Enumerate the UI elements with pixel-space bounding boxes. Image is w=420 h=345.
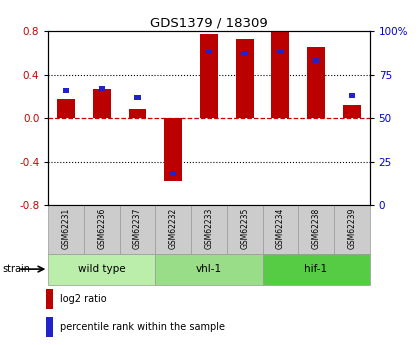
Text: hif-1: hif-1 [304, 264, 328, 274]
Bar [277, 49, 284, 55]
Title: GDS1379 / 18309: GDS1379 / 18309 [150, 17, 268, 30]
Bar [84, 205, 120, 254]
Text: percentile rank within the sample: percentile rank within the sample [60, 322, 225, 332]
Bar [206, 49, 212, 55]
Bar [57, 99, 75, 118]
Text: GSM62237: GSM62237 [133, 208, 142, 249]
Bar [334, 205, 370, 254]
Bar [120, 205, 155, 254]
Text: GSM62234: GSM62234 [276, 208, 285, 249]
Bar [129, 109, 147, 118]
Text: GSM62232: GSM62232 [169, 208, 178, 249]
Bar [134, 95, 141, 100]
Bar [298, 205, 334, 254]
Text: strain: strain [2, 264, 30, 274]
Bar [46, 289, 53, 308]
Bar [48, 205, 84, 254]
Text: GSM62236: GSM62236 [97, 208, 106, 249]
Bar [99, 86, 105, 91]
Text: log2 ratio: log2 ratio [60, 294, 106, 304]
Bar [63, 88, 69, 93]
Bar [349, 93, 355, 98]
Bar [48, 254, 155, 285]
Bar [262, 205, 298, 254]
Text: GSM62239: GSM62239 [347, 208, 356, 249]
Bar [93, 89, 111, 118]
Bar [307, 47, 325, 118]
Bar [227, 205, 262, 254]
Text: vhl-1: vhl-1 [196, 264, 222, 274]
Text: GSM62238: GSM62238 [312, 208, 320, 249]
Text: wild type: wild type [78, 264, 126, 274]
Bar [236, 39, 254, 118]
Bar [170, 171, 176, 176]
Bar [164, 118, 182, 181]
Text: GSM62231: GSM62231 [62, 208, 71, 249]
Text: GSM62233: GSM62233 [205, 208, 213, 249]
Text: GSM62235: GSM62235 [240, 208, 249, 249]
Bar [191, 205, 227, 254]
Bar [155, 254, 262, 285]
Bar [262, 254, 370, 285]
Bar [343, 105, 361, 118]
Bar [313, 58, 319, 63]
Bar [271, 32, 289, 118]
Bar [241, 51, 248, 56]
Bar [155, 205, 191, 254]
Bar [200, 34, 218, 118]
Bar [46, 317, 53, 337]
